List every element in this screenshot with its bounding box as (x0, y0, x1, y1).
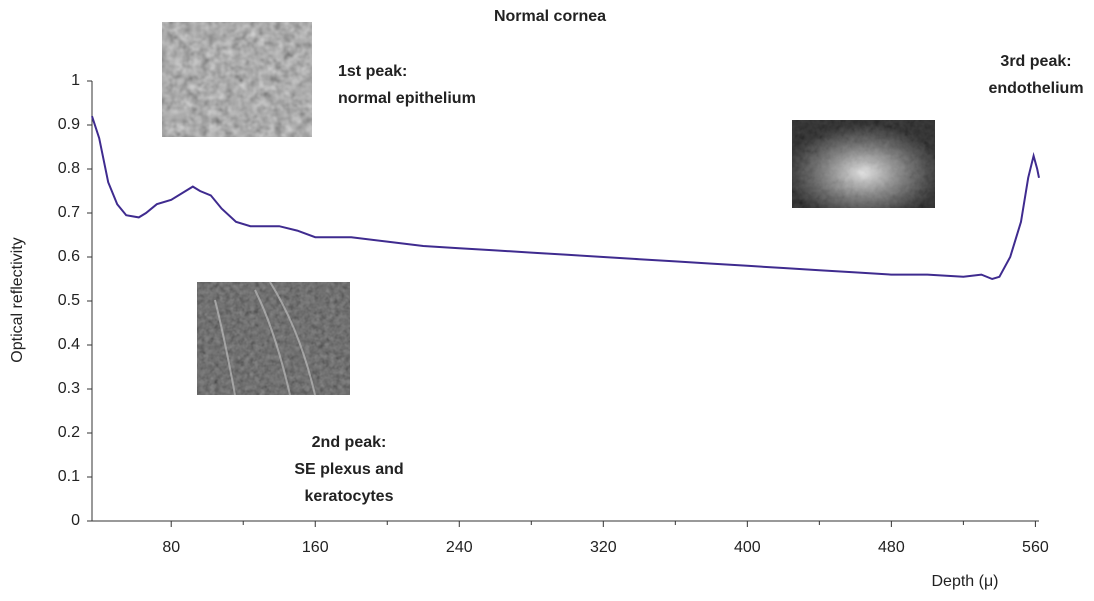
x-tick-label: 560 (1022, 539, 1049, 556)
y-tick-label: 0.7 (58, 204, 80, 221)
annotation: endothelium (988, 80, 1083, 97)
data-line (91, 115, 1040, 281)
x-axis-label: Depth (μ) (931, 573, 998, 590)
annotation: SE plexus and (294, 461, 403, 478)
y-tick-label: 0.1 (58, 468, 80, 485)
x-tick-label: 160 (302, 539, 329, 556)
y-tick-label: 0.8 (58, 160, 80, 177)
x-tick-label: 320 (590, 539, 617, 556)
x-tick-label: 240 (446, 539, 473, 556)
x-tick-label: 80 (162, 539, 180, 556)
y-tick-label: 0.3 (58, 380, 80, 397)
y-tick-label: 0.4 (58, 336, 80, 353)
y-tick-label: 0 (71, 512, 80, 529)
y-tick-label: 0.5 (58, 292, 80, 309)
y-tick-label: 0.6 (58, 248, 80, 265)
annotation: keratocytes (305, 488, 394, 505)
y-tick-label: 0.9 (58, 116, 80, 133)
y-tick-label: 0.2 (58, 424, 80, 441)
x-tick-label: 480 (878, 539, 905, 556)
y-tick-label: 1 (71, 72, 80, 89)
annotation: 1st peak: (338, 63, 407, 80)
annotation: 2nd peak: (312, 434, 387, 451)
inset-image (162, 22, 312, 137)
inset-image (197, 281, 350, 396)
y-axis-label: Optical reflectivity (9, 237, 26, 362)
x-tick-label: 400 (734, 539, 761, 556)
annotation: 3rd peak: (1000, 53, 1071, 70)
chart-title: Normal cornea (494, 8, 606, 25)
annotation: normal epithelium (338, 90, 476, 107)
inset-image (792, 120, 935, 208)
